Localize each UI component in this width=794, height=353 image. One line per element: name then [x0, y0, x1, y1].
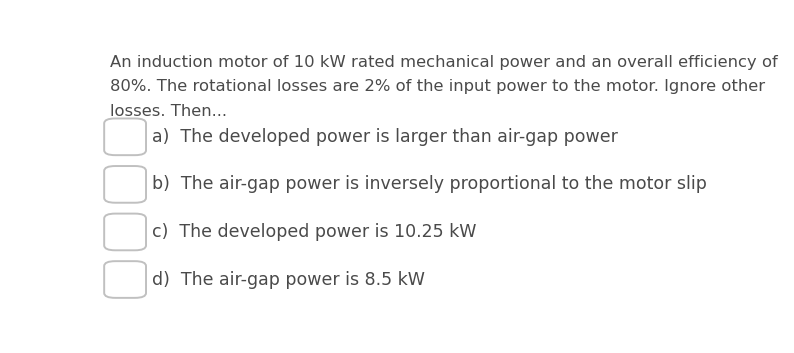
Text: 80%. The rotational losses are 2% of the input power to the motor. Ignore other: 80%. The rotational losses are 2% of the… [110, 79, 765, 94]
Text: An induction motor of 10 kW rated mechanical power and an overall efficiency of: An induction motor of 10 kW rated mechan… [110, 55, 778, 70]
Text: d)  The air-gap power is 8.5 kW: d) The air-gap power is 8.5 kW [152, 270, 425, 288]
Text: a)  The developed power is larger than air-gap power: a) The developed power is larger than ai… [152, 128, 618, 146]
Text: b)  The air-gap power is inversely proportional to the motor slip: b) The air-gap power is inversely propor… [152, 175, 707, 193]
Text: losses. Then...: losses. Then... [110, 103, 227, 119]
Text: c)  The developed power is 10.25 kW: c) The developed power is 10.25 kW [152, 223, 476, 241]
